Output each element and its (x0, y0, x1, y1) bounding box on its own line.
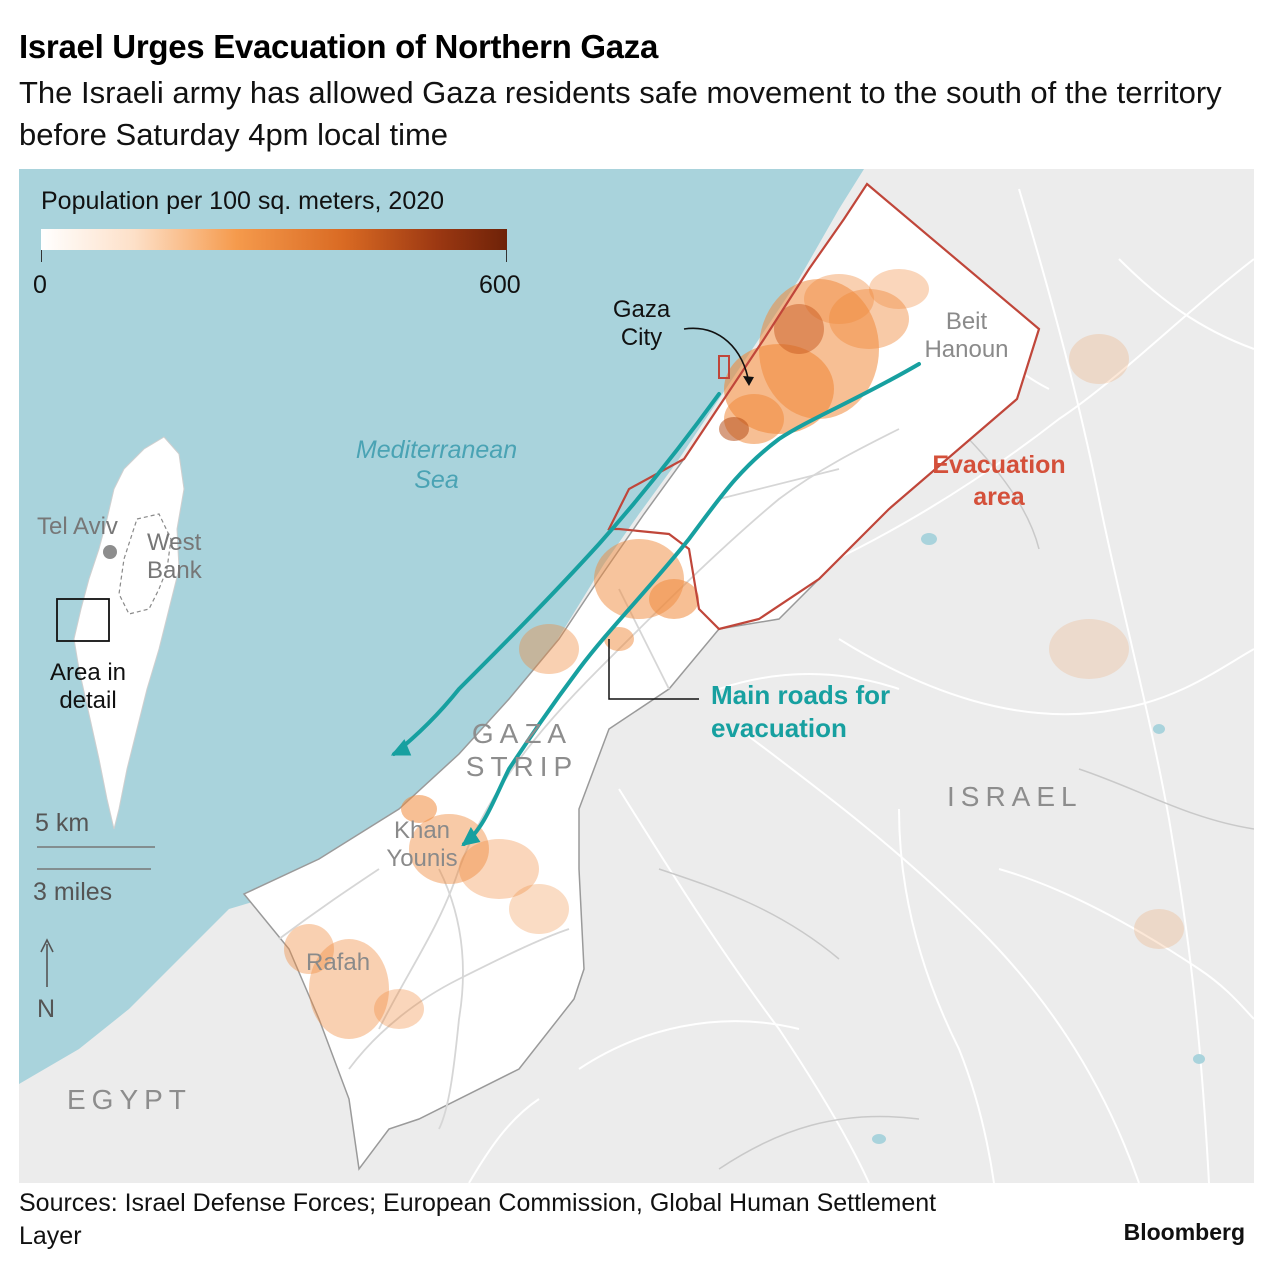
beit-hanoun-label: Beit Hanoun (924, 308, 1009, 363)
scale-miles-label: 3 miles (33, 878, 113, 906)
tel-aviv-marker (103, 545, 117, 559)
map-graphic (19, 169, 1254, 1183)
north-label: N (37, 995, 56, 1023)
gaza-strip-label: GAZA STRIP (465, 718, 579, 782)
gaza-city-port (718, 355, 730, 379)
gaza-city-arrowhead (743, 376, 754, 386)
legend-tick-max (506, 250, 507, 262)
evacuation-roads (392, 362, 921, 846)
inland-water (872, 533, 1205, 1144)
roads-leader-line (608, 639, 699, 700)
sea-area (19, 169, 864, 1084)
rafah-label: Rafah (306, 949, 371, 976)
salah-al-din-road (462, 362, 921, 846)
legend-max-label: 600 (479, 271, 521, 299)
gaza-strip-area (242, 182, 1040, 1171)
area-in-detail-label: Area in detail (49, 659, 127, 714)
sources-text: Sources: Israel Defense Forces; European… (19, 1189, 937, 1250)
map-title: Israel Urges Evacuation of Northern Gaza (19, 28, 659, 65)
salah-road-arrow (461, 826, 481, 847)
legend-tick-min (41, 250, 42, 262)
israel-label: ISRAEL (947, 781, 1083, 812)
evacuation-area-outline (607, 182, 1041, 631)
legend-title: Population per 100 sq. meters, 2020 (41, 187, 445, 215)
israel-minor-roads (658, 428, 1254, 1170)
gaza-city-leader (683, 327, 750, 385)
map-subtitle: The Israeli army has allowed Gaza reside… (19, 75, 1222, 152)
sea-label: Mediterranean Sea (355, 436, 518, 494)
egypt-label: EGYPT (67, 1084, 192, 1115)
bloomberg-logo: Bloomberg (1123, 1219, 1245, 1245)
inset-map (56, 436, 185, 830)
inset-west-bank (118, 513, 172, 615)
legend-color-bar (41, 229, 507, 250)
population-density (284, 269, 1184, 1039)
scale-km-label: 5 km (35, 809, 90, 837)
north-arrow-head (40, 938, 54, 953)
tel-aviv-label: Tel Aviv (37, 513, 118, 540)
map-canvas: Population per 100 sq. meters, 2020 0 60… (19, 169, 1254, 1183)
khan-younis-label: Khan Younis (386, 817, 458, 872)
evacuation-area-label: Evacuation area (932, 451, 1066, 511)
gaza-city-label: Gaza City (612, 296, 671, 351)
legend-min-label: 0 (33, 271, 47, 299)
inset-detail-box (56, 598, 110, 642)
west-bank-label: West Bank (147, 529, 202, 584)
inset-israel-shape (73, 436, 185, 830)
main-roads-label: Main roads for evacuation (711, 680, 891, 743)
coastal-road (392, 392, 721, 756)
coastal-road-arrow (390, 739, 412, 756)
